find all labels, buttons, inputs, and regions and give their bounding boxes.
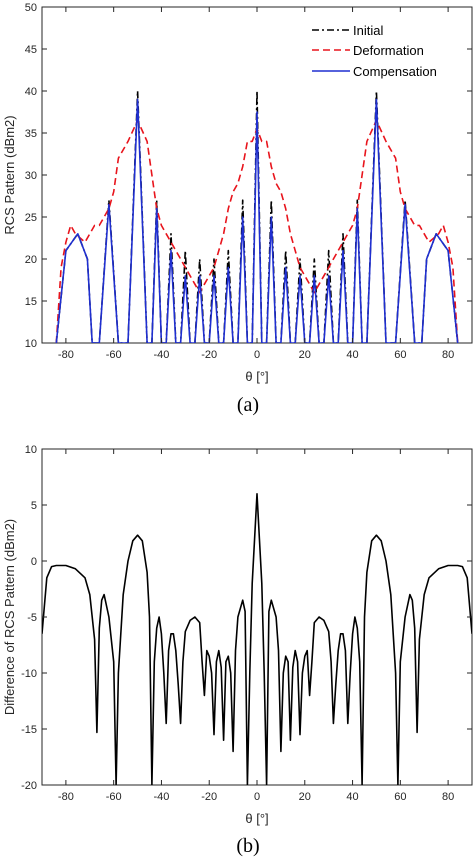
chart-b-y-tick-label: -5 xyxy=(27,612,37,624)
chart-b: -80 -60 -40 -20 0 20 40 60 80 -20 -15 -10 -5 0 5 10 θ [… xyxy=(2,444,473,857)
chart-a-x-tick-label: 40 xyxy=(346,349,358,361)
chart-a-series-group xyxy=(55,90,459,343)
chart-a-x-tick-label: 0 xyxy=(254,349,260,361)
chart-b-x-tick-label: -60 xyxy=(106,791,122,803)
chart-b-series-series-0-line xyxy=(42,493,472,785)
caption-b: (b) xyxy=(236,835,259,857)
chart-a-y-tick-label: 50 xyxy=(25,2,37,14)
legend-compensation-label: Compensation xyxy=(353,64,437,79)
chart-b-x-tick-label: -40 xyxy=(153,791,169,803)
chart-b-x-axis-label: θ [°] xyxy=(245,811,268,826)
chart-a-x-tick-label: -20 xyxy=(201,349,217,361)
legend-initial-label: Initial xyxy=(353,23,383,38)
chart-b-x-tick-label: 20 xyxy=(299,791,311,803)
chart-b-y-tick-label: 0 xyxy=(31,556,37,568)
chart-a-x-tick-label: -60 xyxy=(106,349,122,361)
chart-a-legend: Initial Deformation Compensation xyxy=(312,23,437,79)
chart-a-y-tick-label: 45 xyxy=(25,44,37,56)
chart-a-ticks: -80 -60 -40 -20 0 20 40 60 80 10 15 20 25 30 35 40 45 50 xyxy=(25,2,472,361)
chart-a-x-tick-label: 80 xyxy=(442,349,454,361)
chart-b-ticks: -80 -60 -40 -20 0 20 40 60 80 -20 -15 -10 -5 0 5 10 xyxy=(21,444,472,803)
chart-b-x-tick-label: 0 xyxy=(254,791,260,803)
chart-b-x-tick-label: 40 xyxy=(346,791,358,803)
chart-a-y-tick-label: 25 xyxy=(25,212,37,224)
legend-deformation-label: Deformation xyxy=(353,43,424,58)
chart-a-y-tick-label: 15 xyxy=(25,296,37,308)
chart-b-y-axis-label: Difference of RCS Pattern (dBm2) xyxy=(2,519,17,715)
chart-a: -80 -60 -40 -20 0 20 40 60 80101520253035404550 … xyxy=(2,2,473,416)
chart-a-x-tick-label: 60 xyxy=(394,349,406,361)
chart-a-x-tick-label: -80 xyxy=(58,349,74,361)
chart-b-x-tick-label: 80 xyxy=(442,791,454,803)
chart-b-y-tick-label: 5 xyxy=(31,500,37,512)
chart-a-y-tick-label: 10 xyxy=(25,338,37,350)
chart-a-y-tick-label: 30 xyxy=(25,170,37,182)
chart-a-y-tick-label: 40 xyxy=(25,86,37,98)
chart-a-x-axis-label: θ [°] xyxy=(245,369,268,384)
chart-b-y-tick-label: -15 xyxy=(21,724,37,736)
chart-a-y-tick-label: 35 xyxy=(25,128,37,140)
chart-b-y-tick-label: 10 xyxy=(25,444,37,456)
chart-a-y-axis-label: RCS Pattern (dBm2) xyxy=(2,115,17,234)
chart-a-series-compensation-line xyxy=(55,98,459,343)
chart-b-y-tick-label: -20 xyxy=(21,780,37,792)
chart-a-y-tick-label: 20 xyxy=(25,254,37,266)
chart-a-plot-area xyxy=(41,6,473,344)
chart-b-x-tick-label: 60 xyxy=(394,791,406,803)
chart-a-x-tick-label: 20 xyxy=(299,349,311,361)
chart-b-x-tick-label: -20 xyxy=(201,791,217,803)
chart-a-x-tick-label: -40 xyxy=(153,349,169,361)
chart-b-series-group xyxy=(42,493,472,785)
caption-a: (a) xyxy=(237,394,259,416)
chart-b-x-tick-label: -80 xyxy=(58,791,74,803)
chart-b-y-tick-label: -10 xyxy=(21,668,37,680)
